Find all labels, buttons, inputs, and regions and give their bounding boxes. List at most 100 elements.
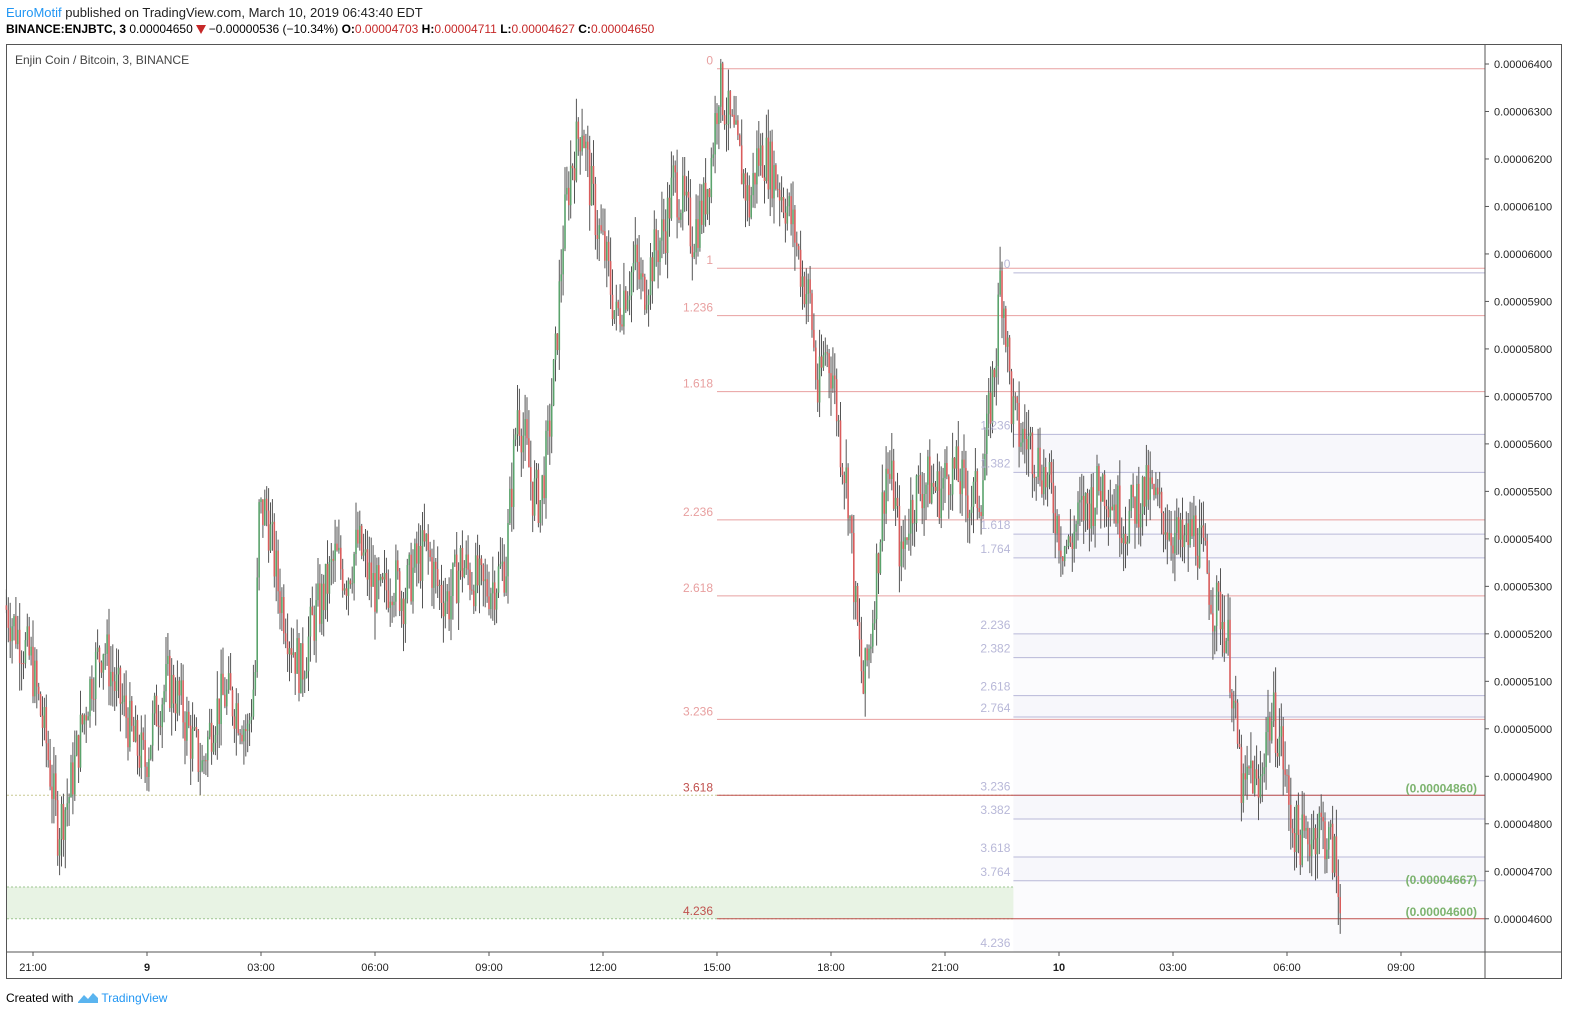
- candle-body-up: [87, 716, 89, 721]
- candle-body-down: [729, 90, 732, 115]
- fib-extension-1-label: 4.236: [683, 904, 713, 918]
- candle-body-up: [1312, 827, 1315, 840]
- candle-body-down: [938, 471, 941, 519]
- candle-body-down: [1098, 466, 1100, 491]
- candle-body-down: [503, 561, 505, 593]
- candle-body-up: [1200, 525, 1203, 528]
- candle-body-down: [946, 463, 948, 477]
- candle-body-down: [1157, 487, 1159, 495]
- candle-body-down: [1052, 482, 1055, 514]
- candle-body-up: [581, 135, 583, 152]
- candle-body-up: [1029, 432, 1032, 437]
- candle-body-up: [552, 359, 555, 406]
- candle-body-down: [326, 563, 329, 594]
- candle-body-down: [387, 590, 390, 608]
- candle-body-down: [830, 373, 832, 389]
- candle-body-up: [714, 113, 716, 155]
- candle-body-down: [828, 353, 830, 374]
- candle-body-down: [619, 308, 621, 325]
- candle-body-up: [908, 533, 910, 541]
- candle-body-down: [286, 641, 289, 655]
- chart-frame[interactable]: [6, 44, 1562, 979]
- candle-body-down: [436, 569, 439, 587]
- candle-body-down: [1208, 572, 1210, 605]
- candle-body-down: [733, 114, 735, 125]
- tradingview-brand-link[interactable]: TradingView: [101, 991, 168, 1005]
- candle-body-down: [476, 555, 479, 586]
- candle-body-down: [182, 680, 184, 723]
- candle-body-down: [51, 786, 53, 799]
- candle-body-down: [573, 168, 576, 181]
- candle-body-up: [1295, 804, 1298, 853]
- fib-extension-2-band: [1013, 716, 1485, 796]
- candle-body-down: [809, 279, 811, 294]
- candle-body-up: [961, 459, 963, 495]
- candle-body-down: [136, 720, 139, 756]
- candle-body-up: [917, 475, 920, 477]
- candle-body-down: [526, 419, 528, 439]
- candle-body-down: [1322, 816, 1324, 822]
- candle-body-down: [674, 165, 676, 173]
- candle-body-up: [153, 695, 156, 714]
- candle-body-up: [1250, 760, 1252, 769]
- candle-body-up: [818, 356, 821, 403]
- candle-body-up: [450, 595, 452, 620]
- high-value: 0.00004711: [434, 22, 497, 36]
- candle-body-up: [300, 643, 302, 693]
- candle-body-down: [834, 375, 836, 380]
- candle-body-down: [1151, 477, 1153, 484]
- candle-body-up: [1077, 502, 1079, 525]
- candle-body-up: [999, 270, 1001, 295]
- candle-body-up: [1225, 640, 1227, 653]
- candle-body-up: [585, 141, 587, 149]
- candle-body-up: [26, 626, 29, 641]
- candle-body-down: [906, 537, 908, 541]
- author-link[interactable]: EuroMotif: [6, 5, 62, 20]
- candle-body-up: [868, 648, 870, 661]
- fib-extension-2-label: 3.618: [980, 841, 1010, 855]
- candle-body-up: [60, 803, 63, 840]
- price-axis-label: 0.00005500: [1494, 486, 1552, 498]
- candle-body-down: [953, 457, 956, 469]
- candle-body-down: [600, 225, 602, 231]
- candle-body-up: [256, 577, 258, 673]
- candle-body-up: [330, 558, 333, 563]
- price-axis-label: 0.00005600: [1494, 439, 1552, 451]
- candle-body-up: [1067, 536, 1070, 547]
- candle-body-down: [229, 673, 232, 690]
- candle-body-down: [957, 446, 960, 482]
- candle-body-down: [638, 262, 640, 280]
- candle-body-down: [482, 565, 485, 582]
- candle-body-up: [735, 120, 737, 125]
- candle-body-down: [723, 115, 726, 125]
- candle-body-up: [1326, 849, 1328, 860]
- candle-body-up: [765, 137, 768, 182]
- candle-body-down: [896, 497, 899, 506]
- candle-body-up: [759, 145, 762, 166]
- candle-body-down: [1162, 513, 1165, 535]
- candle-body-up: [1164, 532, 1167, 535]
- fib-extension-1-label: 1.236: [683, 301, 713, 315]
- fib-extension-2-label: 2.236: [980, 618, 1010, 632]
- fib-extension-1-label: 1: [706, 253, 713, 267]
- candle-body-down: [471, 589, 473, 591]
- candle-body-down: [704, 182, 707, 215]
- candle-body-down: [370, 562, 372, 587]
- candle-body-up: [670, 177, 673, 219]
- candle-body-down: [748, 185, 751, 218]
- candle-body-down: [568, 187, 570, 206]
- candle-body-down: [1331, 823, 1334, 873]
- candle-body-up: [1046, 474, 1049, 488]
- candle-body-up: [870, 646, 872, 649]
- candle-body-up: [421, 530, 424, 581]
- candle-body-down: [85, 715, 87, 721]
- candle-body-down: [322, 583, 325, 611]
- candle-body-up: [1259, 776, 1262, 798]
- candle-body-up: [376, 565, 378, 612]
- candle-body-down: [739, 135, 741, 146]
- price-axis-label: 0.00005200: [1494, 629, 1552, 641]
- candle-body-down: [381, 576, 384, 580]
- candle-body-down: [1236, 702, 1239, 744]
- candle-body-down: [887, 468, 889, 474]
